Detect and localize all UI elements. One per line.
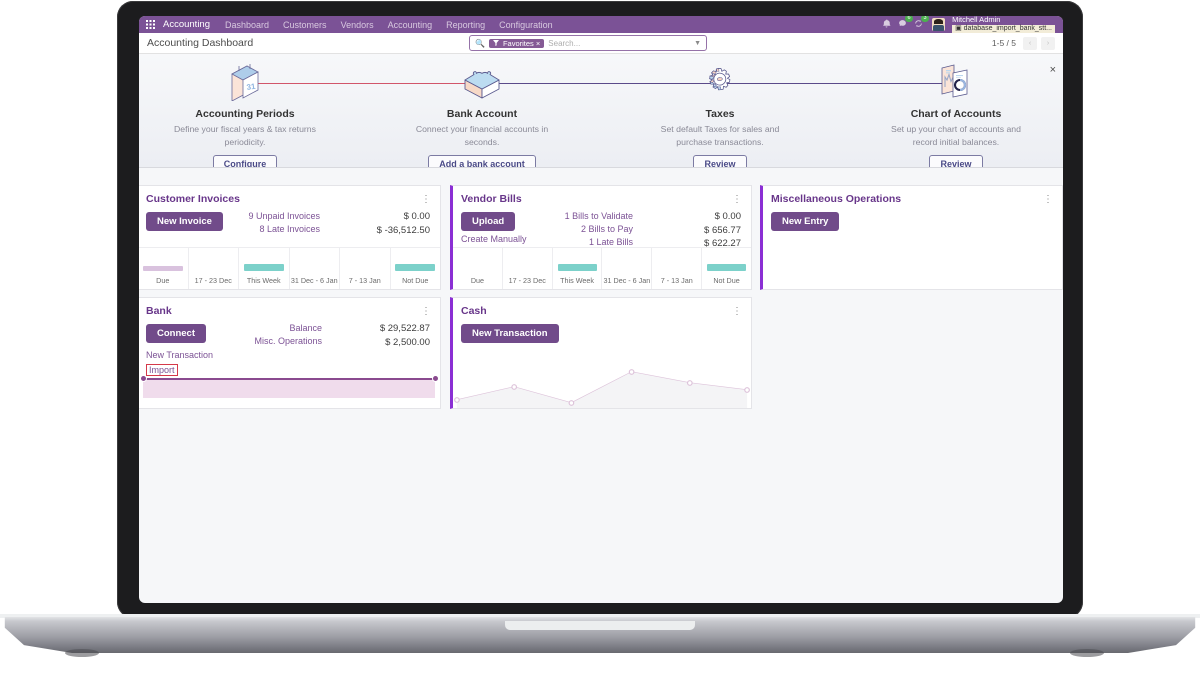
svg-text:31: 31	[246, 82, 257, 92]
